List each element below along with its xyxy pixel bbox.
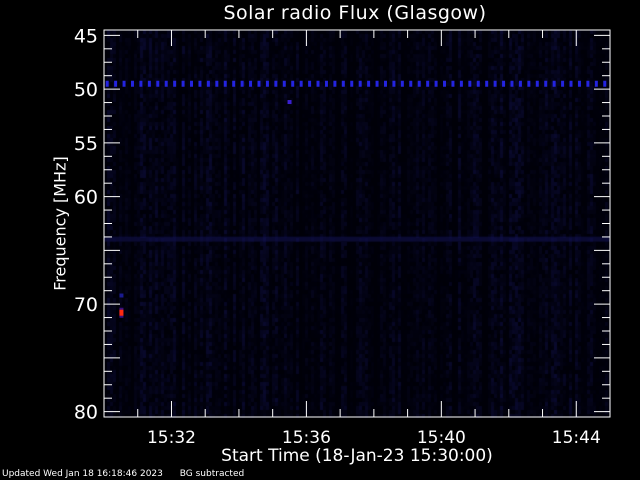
band-pulse xyxy=(316,80,320,87)
band-pulse xyxy=(485,80,489,87)
y-tick-label: 55 xyxy=(74,133,98,155)
y-tick-label: 60 xyxy=(74,187,98,209)
band-pulse xyxy=(383,80,387,87)
band-pulse xyxy=(569,80,573,87)
band-pulse xyxy=(392,80,396,87)
band-pulse xyxy=(527,80,531,87)
band-pulse xyxy=(518,80,522,87)
band-pulse xyxy=(240,80,244,87)
band-pulse xyxy=(544,80,548,87)
footer: Updated Wed Jan 18 16:18:46 2023 BG subt… xyxy=(2,469,258,479)
band-pulse xyxy=(367,80,371,87)
band-pulse xyxy=(502,80,506,87)
band-pulse xyxy=(333,80,337,87)
band-pulse xyxy=(409,80,413,87)
band-pulse xyxy=(114,80,118,87)
spectral-spot xyxy=(119,293,124,298)
band-pulse xyxy=(122,80,126,87)
band-pulse xyxy=(552,80,556,87)
band-pulse xyxy=(434,80,438,87)
band-pulse xyxy=(147,80,151,87)
band-pulse xyxy=(156,80,160,87)
band-pulse xyxy=(215,80,219,87)
band-pulse xyxy=(257,80,261,87)
band-pulse xyxy=(173,80,177,87)
band-pulse xyxy=(459,80,463,87)
band-pulse xyxy=(375,80,379,87)
band-pulse xyxy=(426,80,430,87)
updated-timestamp: Updated Wed Jan 18 16:18:46 2023 xyxy=(2,469,163,479)
bg-subtracted-note: BG subtracted xyxy=(179,469,245,479)
band-pulse xyxy=(443,80,447,87)
band-pulse xyxy=(561,80,565,87)
y-tick-label: 80 xyxy=(74,402,98,424)
band-pulse xyxy=(130,80,134,87)
band-pulse xyxy=(476,80,480,87)
band-pulse xyxy=(468,80,472,87)
band-pulse xyxy=(282,80,286,87)
band-pulse xyxy=(535,80,539,87)
band-pulse xyxy=(510,80,514,87)
band-pulse xyxy=(198,80,202,87)
band-pulse xyxy=(291,80,295,87)
spectral-spot xyxy=(287,100,292,105)
band-pulse xyxy=(451,80,455,87)
band-pulse xyxy=(249,80,253,87)
band-pulse xyxy=(358,80,362,87)
y-tick-label: 45 xyxy=(74,25,98,47)
x-tick-label: 15:36 xyxy=(282,428,331,448)
x-tick-label: 15:32 xyxy=(147,428,196,448)
band-pulse xyxy=(586,80,590,87)
band-pulse xyxy=(223,80,227,87)
band-pulse xyxy=(400,80,404,87)
band-pulse xyxy=(603,80,607,87)
x-axis-label: Start Time (18-Jan-23 15:30:00) xyxy=(221,446,493,466)
band-pulse xyxy=(308,80,312,87)
band-pulse xyxy=(181,80,185,87)
y-tick-label: 50 xyxy=(74,79,98,101)
x-tick-label: 15:40 xyxy=(417,428,466,448)
plot-frame xyxy=(103,29,611,418)
chart-title: Solar radio Flux (Glasgow) xyxy=(223,2,487,24)
band-pulse xyxy=(164,80,168,87)
band-pulse xyxy=(190,80,194,87)
band-pulse xyxy=(341,80,345,87)
band-pulse xyxy=(139,80,143,87)
band-pulse xyxy=(232,80,236,87)
band-pulse xyxy=(577,80,581,87)
band-pulse xyxy=(417,80,421,87)
band-pulse xyxy=(493,80,497,87)
band-pulse xyxy=(265,80,269,87)
spectral-spot xyxy=(119,309,124,316)
band-pulse xyxy=(274,80,278,87)
band-pulse xyxy=(594,80,598,87)
band-pulse xyxy=(105,80,109,87)
band-pulse xyxy=(350,80,354,87)
band-pulse xyxy=(299,80,303,87)
band-pulse xyxy=(206,80,210,87)
y-tick-label: 70 xyxy=(74,294,98,316)
band-pulse xyxy=(324,80,328,87)
y-axis-label: Frequency [MHz] xyxy=(50,156,70,291)
x-tick-label: 15:44 xyxy=(552,428,601,448)
